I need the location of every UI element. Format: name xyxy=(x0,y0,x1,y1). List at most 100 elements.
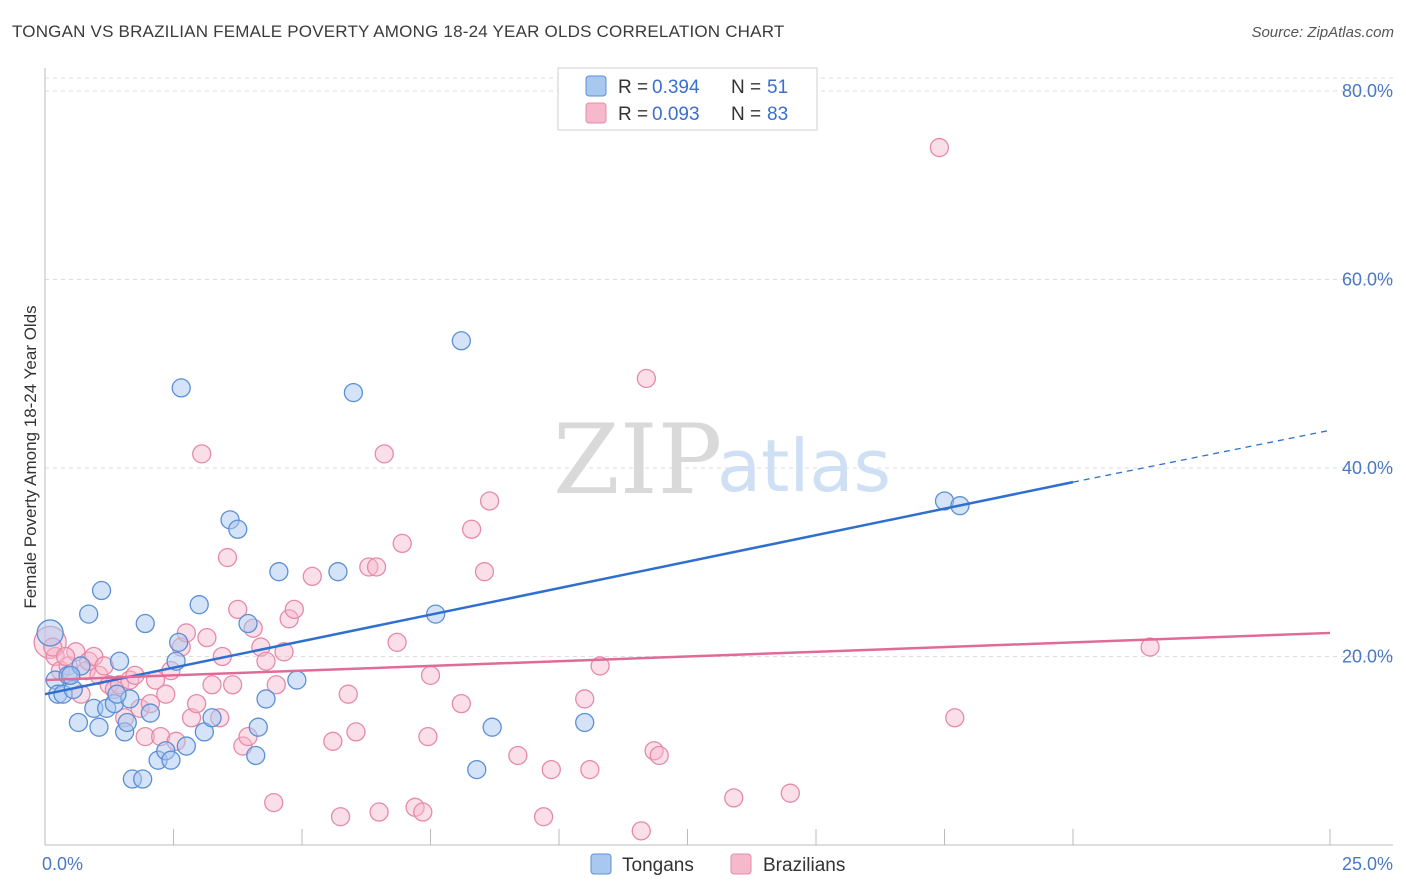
tongans-point xyxy=(228,519,248,539)
brazilians-point xyxy=(302,566,322,587)
brazilians-point xyxy=(369,802,389,822)
brazilians-point xyxy=(387,632,407,653)
brazilians-point xyxy=(366,557,387,577)
legend-n-label-1: N = xyxy=(731,77,761,98)
tongans-trend-line xyxy=(44,480,1074,696)
brazilians-point xyxy=(1140,637,1160,657)
tongans-point xyxy=(202,708,222,728)
tongans-points xyxy=(36,331,970,789)
tongans-point xyxy=(79,604,99,624)
tongans-point xyxy=(287,670,307,690)
x-tick-label-min: 0.0% xyxy=(42,854,83,874)
watermark-zip: ZIP xyxy=(553,404,722,516)
brazilians-point xyxy=(945,708,965,728)
brazilians-point xyxy=(929,137,950,158)
tongans-point xyxy=(248,717,268,737)
grid-lines xyxy=(45,77,1393,657)
brazilians-point xyxy=(330,807,351,827)
legend-r-value-2: 0.093 xyxy=(652,104,700,125)
brazilians-point xyxy=(636,368,657,389)
brazilians-point xyxy=(780,783,800,803)
y-tick-label: 80.0% xyxy=(1342,81,1393,101)
brazilians-point xyxy=(420,665,441,685)
brazilians-point xyxy=(451,693,471,714)
brazilians-point xyxy=(413,802,433,822)
brazilians-point xyxy=(266,675,286,695)
brazilians-point xyxy=(374,444,394,464)
brazilians-point xyxy=(197,628,217,648)
brazilians-point xyxy=(192,444,212,464)
brazilians-point xyxy=(724,788,744,808)
brazilians-point xyxy=(359,557,379,577)
series-legend: Tongans Brazilians xyxy=(590,853,845,876)
tongans-point xyxy=(482,717,502,737)
axes: 20.0% 40.0% 60.0% 80.0% 0.0% 25.0% xyxy=(42,68,1393,874)
chart-title: TONGAN VS BRAZILIAN FEMALE POVERTY AMONG… xyxy=(12,22,785,41)
tongans-point xyxy=(256,689,276,709)
tongans-point xyxy=(171,378,191,398)
tongans-point xyxy=(269,562,289,582)
trend-lines xyxy=(44,429,1331,696)
y-tick-label: 40.0% xyxy=(1342,458,1393,478)
brazilians-point xyxy=(181,708,202,728)
tongans-point xyxy=(176,736,197,756)
legend-n-value-1: 51 xyxy=(767,77,788,98)
x-tick-label-max: 25.0% xyxy=(1342,854,1393,874)
y-tick-label: 20.0% xyxy=(1342,647,1393,667)
legend-r-label-1: R = xyxy=(618,77,648,98)
brazilians-point xyxy=(217,547,238,568)
brazilians-point xyxy=(156,684,176,704)
brazilians-point xyxy=(346,722,366,742)
brazilians-point xyxy=(264,792,284,813)
tongans-point xyxy=(61,665,81,685)
brazilians-point xyxy=(474,562,495,582)
watermark: ZIP atlas xyxy=(553,404,891,516)
brazilians-point xyxy=(323,731,343,751)
tongans-trend-extension xyxy=(1072,429,1331,483)
legend-n-value-2: 83 xyxy=(767,104,788,125)
brazilians-point xyxy=(256,651,276,671)
legend-r-value-1: 0.394 xyxy=(652,77,700,98)
brazilians-point xyxy=(202,675,222,695)
brazilians-point xyxy=(186,693,207,714)
brazilians-point xyxy=(575,689,595,709)
brazilians-point xyxy=(508,745,528,766)
brazilians-point xyxy=(222,675,243,695)
tongans-point xyxy=(451,331,471,351)
watermark-atlas: atlas xyxy=(717,424,891,508)
source-label: Source: ZipAtlas.com xyxy=(1251,24,1394,41)
stats-legend: R = 0.394 N = 51 R = 0.093 N = 83 xyxy=(557,67,818,131)
tongans-point xyxy=(467,759,487,780)
brazilians-point xyxy=(590,656,610,676)
tongans-point xyxy=(117,712,137,733)
brazilians-point xyxy=(461,519,482,539)
brazilians-point xyxy=(228,599,248,620)
series-legend-swatch-brazilians xyxy=(730,853,752,875)
tongans-point xyxy=(68,712,89,733)
brazilians-point xyxy=(533,807,554,827)
brazilians-point xyxy=(55,646,76,667)
legend-n-label-2: N = xyxy=(731,104,761,125)
brazilians-point xyxy=(649,745,669,766)
brazilians-point xyxy=(338,684,358,704)
brazilians-point xyxy=(418,726,438,747)
tongans-point xyxy=(89,717,109,737)
tongans-point xyxy=(140,703,161,723)
tongans-point xyxy=(168,632,189,653)
brazilians-trend-line xyxy=(44,631,1331,682)
tongans-point xyxy=(107,684,127,704)
tongans-point xyxy=(575,712,595,733)
legend-r-label-2: R = xyxy=(618,104,648,125)
series-legend-brazilians: Brazilians xyxy=(763,855,845,876)
brazilians-point xyxy=(284,599,304,620)
tongans-point xyxy=(36,619,64,647)
tongans-point xyxy=(246,745,266,766)
brazilians-point xyxy=(580,759,600,780)
y-axis-label: Female Poverty Among 18-24 Year Olds xyxy=(21,305,40,608)
tongans-point xyxy=(109,651,130,671)
tongans-point xyxy=(343,382,364,403)
series-legend-swatch-tongans xyxy=(590,853,612,875)
tongans-point xyxy=(133,769,153,789)
brazilians-point xyxy=(392,533,412,554)
